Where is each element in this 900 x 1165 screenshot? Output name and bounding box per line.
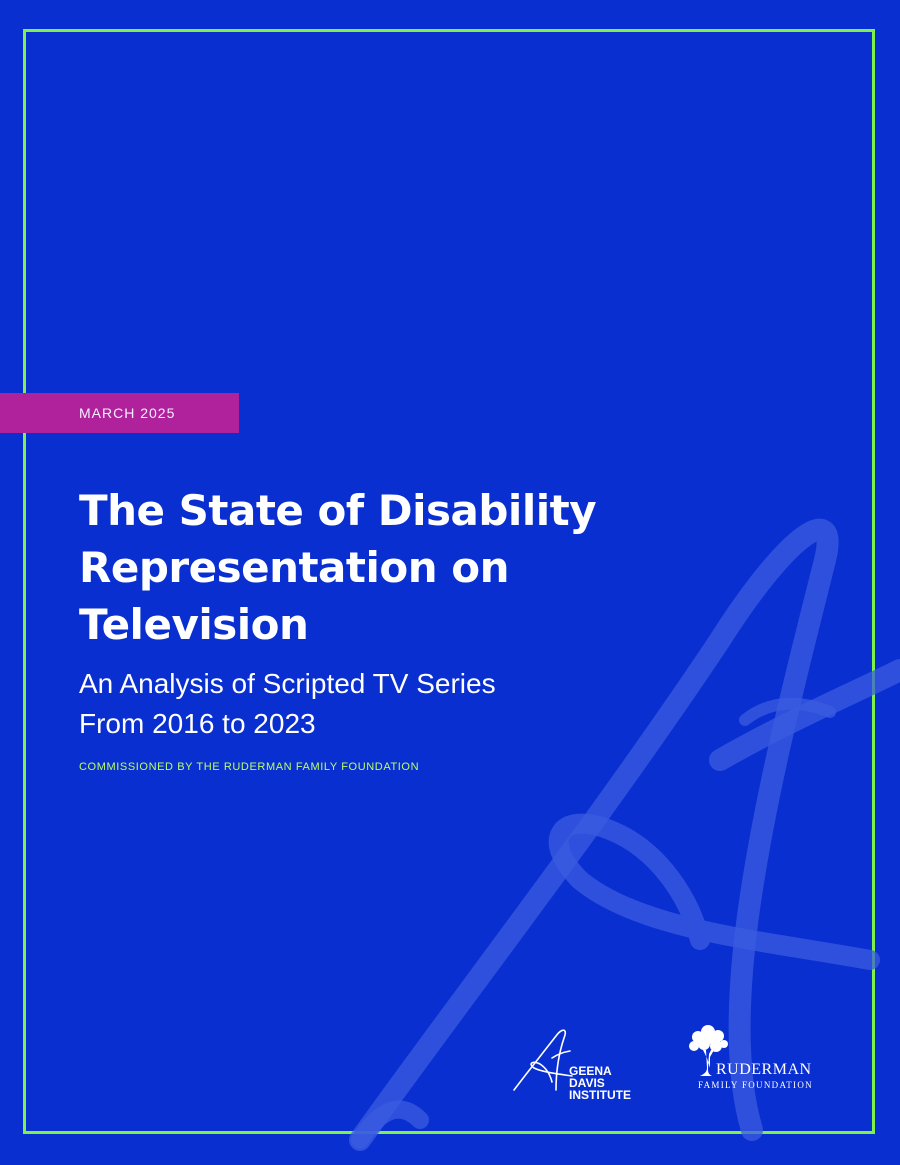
publication-date: MARCH 2025 bbox=[79, 405, 176, 421]
report-subtitle: An Analysis of Scripted TV Series From 2… bbox=[79, 668, 496, 739]
ruderman-wordmark: RUDERMAN bbox=[716, 1061, 812, 1078]
geena-davis-institute-logo: GEENA DAVIS INSTITUTE bbox=[512, 1024, 662, 1101]
report-title: The State of Disability Representation o… bbox=[79, 486, 597, 649]
tree-icon bbox=[689, 1025, 728, 1076]
signature-g-icon bbox=[513, 1029, 573, 1091]
date-tab: MARCH 2025 bbox=[0, 393, 239, 433]
commissioned-by: COMMISSIONED BY THE RUDERMAN FAMILY FOUN… bbox=[79, 761, 420, 773]
page-border bbox=[23, 29, 875, 1134]
ruderman-subtitle: FAMILY FOUNDATION bbox=[698, 1080, 813, 1090]
geena-davis-wordmark: GEENA DAVIS INSTITUTE bbox=[569, 1064, 631, 1102]
ruderman-foundation-logo: RUDERMAN FAMILY FOUNDATION bbox=[686, 1024, 826, 1096]
